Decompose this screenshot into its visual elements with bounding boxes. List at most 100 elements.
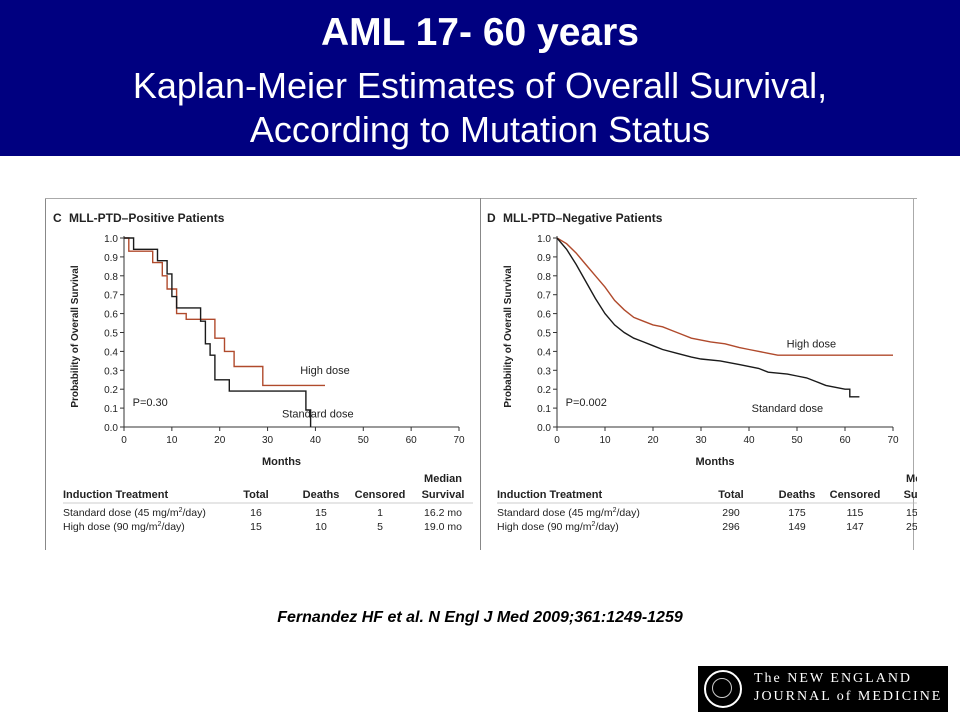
p-value: P=0.30 — [133, 397, 168, 409]
table-header-total: Total — [718, 489, 743, 501]
table-cell-median: 16.2 mo — [424, 507, 462, 519]
standard-dose-curve — [556, 237, 860, 398]
table-cell-total: 15 — [250, 521, 262, 533]
panel-letter: C — [53, 211, 62, 225]
survival-figure: C MLL-PTD–Positive Patients 0.0 0.1 0.2 0.3 0.… — [45, 198, 917, 550]
table-cell-total: 16 — [250, 507, 262, 519]
x-tick-label: 10 — [599, 435, 611, 446]
slide-subtitle-line2: According to Mutation Status — [249, 109, 711, 150]
panel-d: D MLL-PTD–Negative Patients 0.0 0.1 0.2 0.3 0.… — [487, 211, 917, 533]
citation: Fernandez HF et al. N Engl J Med 2009;36… — [277, 609, 683, 626]
x-tick-label: 50 — [358, 435, 370, 446]
superscript-2: 2 — [613, 507, 617, 514]
x-tick-label: 40 — [310, 435, 322, 446]
panel-letter: D — [487, 211, 496, 225]
treatment-unit: /day) — [182, 507, 205, 519]
superscript-2: 2 — [179, 507, 183, 514]
y-tick-label: 0.7 — [537, 291, 551, 302]
table-cell-median: 19.0 mo — [424, 521, 462, 533]
y-tick-label: 0.0 — [104, 423, 118, 434]
logo-line2: JOURNAL of MEDICINE — [754, 689, 943, 704]
y-tick-label: 0.4 — [537, 347, 551, 358]
table-cell-censored: 115 — [847, 507, 864, 519]
high-dose-label: High dose — [787, 339, 837, 351]
table-cell-deaths: 149 — [788, 521, 806, 533]
x-tick-label: 40 — [743, 435, 755, 446]
y-tick-label: 1.0 — [537, 234, 551, 245]
x-tick-label: 60 — [406, 435, 418, 446]
title-banner: AML 17- 60 years Kaplan-Meier Estimates … — [0, 0, 960, 156]
table-header-censored: Censored — [355, 489, 406, 501]
y-tick-label: 0.9 — [537, 253, 551, 264]
treatment-unit: /day) — [616, 507, 639, 519]
table-header-deaths: Deaths — [779, 489, 816, 501]
table-cell-total: 296 — [722, 521, 740, 533]
high-dose-curve — [124, 237, 325, 387]
nejm-seal-icon — [704, 670, 742, 708]
superscript-2: 2 — [592, 521, 596, 528]
treatment-text: High dose (90 mg/m — [63, 521, 158, 533]
x-tick-label: 70 — [887, 435, 899, 446]
y-axis-label: Probability of Overall Survival — [70, 265, 81, 407]
slide-title: AML 17- 60 years — [321, 11, 639, 54]
y-tick-label: 0.2 — [537, 385, 551, 396]
table-row-treatment: Standard dose (45 mg/m2/day) — [497, 507, 640, 519]
table-header-censored: Censored — [830, 489, 881, 501]
x-tick-label: 30 — [262, 435, 274, 446]
table-cell-censored: 5 — [377, 521, 383, 533]
standard-dose-curve — [124, 237, 312, 427]
x-tick-label: 70 — [453, 435, 465, 446]
y-tick-label: 0.7 — [104, 291, 118, 302]
table-header-survival: Survival — [422, 489, 465, 501]
table-header-survival: Survival — [904, 489, 917, 501]
y-tick-label: 0.3 — [104, 366, 118, 377]
treatment-unit: /day) — [595, 521, 618, 533]
y-tick-label: 0.9 — [104, 253, 118, 264]
y-tick-label: 0.4 — [104, 347, 118, 358]
high-dose-label: High dose — [300, 365, 350, 377]
x-tick-label: 0 — [121, 435, 127, 446]
x-tick-label: 30 — [695, 435, 707, 446]
x-tick-label: 60 — [839, 435, 851, 446]
y-tick-label: 0.5 — [537, 329, 551, 340]
y-tick-label: 1.0 — [104, 234, 118, 245]
standard-dose-label: Standard dose — [752, 403, 824, 415]
superscript-2: 2 — [158, 521, 162, 528]
table-cell-median: 25.0 mo — [906, 521, 917, 533]
table-cell-deaths: 15 — [315, 507, 327, 519]
standard-dose-label: Standard dose — [282, 409, 354, 421]
table-row-treatment: Standard dose (45 mg/m2/day) — [63, 507, 206, 519]
y-tick-label: 0.6 — [104, 310, 118, 321]
x-tick-label: 50 — [791, 435, 803, 446]
panel-title: MLL-PTD–Positive Patients — [69, 211, 225, 225]
table-cell-median: 15.1 mo — [906, 507, 917, 519]
table-cell-censored: 1 — [377, 507, 383, 519]
p-value: P=0.002 — [566, 397, 607, 409]
table-cell-deaths: 175 — [788, 507, 806, 519]
panel-title: MLL-PTD–Negative Patients — [503, 211, 663, 225]
table-cell-deaths: 10 — [315, 521, 327, 533]
y-tick-label: 0.3 — [537, 366, 551, 377]
x-tick-label: 20 — [214, 435, 226, 446]
y-tick-label: 0.1 — [537, 404, 551, 415]
y-axis-label: Probability of Overall Survival — [503, 265, 514, 407]
y-tick-label: 0.5 — [104, 329, 118, 340]
table-header-median: Median — [424, 473, 462, 485]
logo-line1: The NEW ENGLAND — [754, 671, 913, 686]
treatment-text: High dose (90 mg/m — [497, 521, 592, 533]
high-dose-curve — [556, 237, 893, 356]
slide-subtitle-line1: Kaplan-Meier Estimates of Overall Surviv… — [132, 65, 828, 106]
treatment-unit: /day) — [161, 521, 184, 533]
table-header-deaths: Deaths — [303, 489, 340, 501]
y-tick-label: 0.8 — [537, 272, 551, 283]
table-cell-total: 290 — [722, 507, 740, 519]
x-axis-label: Months — [262, 456, 301, 468]
y-tick-label: 0.2 — [104, 385, 118, 396]
table-row-treatment: High dose (90 mg/m2/day) — [63, 521, 185, 533]
y-tick-label: 0.8 — [104, 272, 118, 283]
treatment-text: Standard dose (45 mg/m — [497, 507, 613, 519]
x-tick-label: 0 — [554, 435, 560, 446]
table-header-median: Median — [906, 473, 917, 485]
y-tick-label: 0.1 — [104, 404, 118, 415]
panel-c: C MLL-PTD–Positive Patients 0.0 0.1 0.2 0.3 0.… — [53, 211, 473, 533]
